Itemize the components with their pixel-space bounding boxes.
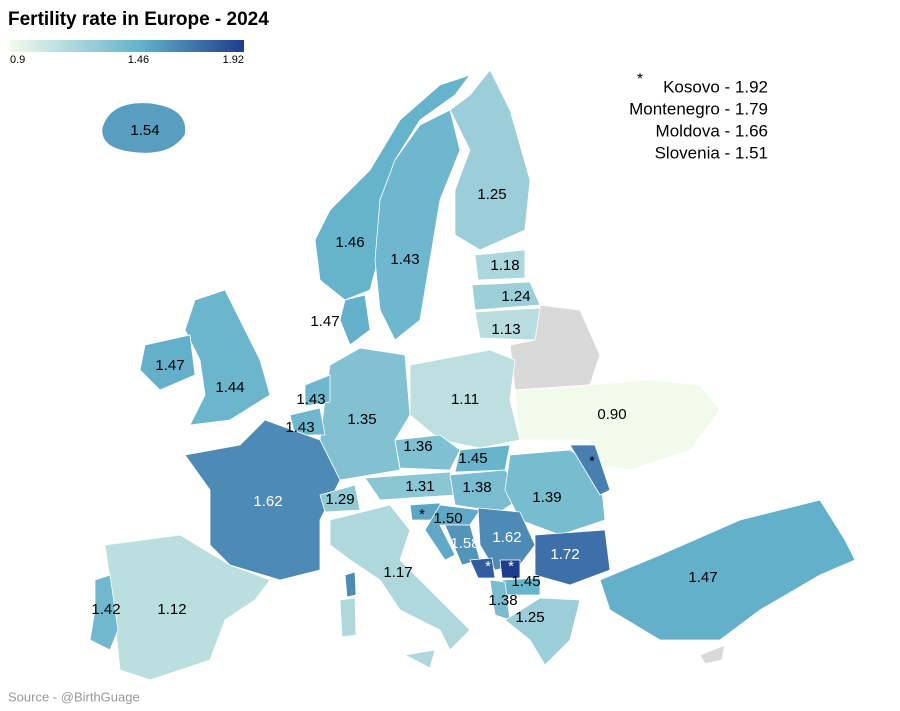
- country: [471, 281, 541, 311]
- country-label: 1.54: [130, 122, 159, 139]
- country-label: 1.45: [458, 450, 487, 467]
- country-label: 1.18: [490, 257, 519, 274]
- country-label: 1.46: [335, 234, 364, 251]
- country-label: 1.11: [451, 391, 479, 408]
- annotation: Moldova - 1.66: [656, 121, 768, 140]
- country-label: 1.58: [450, 535, 479, 552]
- country-label: 1.31: [405, 478, 434, 495]
- legend-tick-label: 0.9: [10, 54, 25, 66]
- country: [394, 434, 461, 471]
- country-label: 1.38: [462, 479, 491, 496]
- country-label: 1.47: [155, 357, 184, 374]
- legend-tick-label: 1.92: [223, 54, 244, 66]
- source: Source - @BirthGuage: [8, 689, 140, 704]
- country-label: 1.47: [310, 313, 339, 330]
- country: [599, 499, 856, 641]
- country: [499, 559, 521, 579]
- country: [569, 444, 611, 496]
- country-label: 1.38: [488, 592, 517, 609]
- country: [319, 484, 361, 513]
- country: [314, 74, 472, 301]
- country-label: 0.90: [597, 406, 626, 423]
- country-label: 1.24: [501, 288, 530, 305]
- country-label: *: [485, 558, 491, 575]
- legend-bar: [10, 40, 244, 52]
- country: [474, 307, 541, 341]
- title: Fertility rate in Europe - 2024: [8, 9, 269, 30]
- country-label: *: [508, 558, 514, 575]
- country-label: 1.62: [492, 529, 521, 546]
- country-label: 1.29: [325, 491, 354, 508]
- country-label: 1.43: [390, 251, 419, 268]
- country: [184, 419, 357, 598]
- country: [534, 529, 611, 586]
- country: [184, 289, 271, 426]
- country-label: 1.25: [515, 609, 544, 626]
- annotation: Slovenia - 1.51: [655, 143, 768, 162]
- country: [409, 349, 521, 449]
- country-label: 1.36: [403, 438, 432, 455]
- country: [374, 109, 461, 341]
- country: [289, 407, 326, 436]
- country-label: 1.13: [491, 321, 520, 338]
- country: [329, 504, 471, 669]
- country-label: 1.17: [383, 564, 412, 581]
- country-label: 1.72: [550, 546, 579, 563]
- no-data-region: [699, 644, 726, 665]
- country: [504, 597, 581, 666]
- country-label: 1.43: [285, 419, 314, 436]
- country: [139, 334, 196, 391]
- country-label: *: [589, 453, 595, 470]
- no-data: [509, 304, 726, 665]
- country: [469, 557, 496, 579]
- country-label: 1.35: [347, 411, 376, 428]
- country-label: 1.39: [532, 489, 561, 506]
- country-label: *: [419, 506, 425, 523]
- country-label: 1.44: [215, 379, 244, 396]
- country: [474, 249, 526, 281]
- country-label: 1.43: [296, 391, 325, 408]
- country-label: 1.62: [253, 493, 282, 510]
- country-label: 1.47: [688, 569, 717, 586]
- annotation-marker: *: [637, 71, 643, 88]
- country: [339, 294, 371, 346]
- country: [449, 69, 531, 251]
- country: [101, 102, 186, 154]
- country-label: 1.42: [91, 601, 120, 618]
- country-label: 1.25: [477, 186, 506, 203]
- country: [89, 574, 119, 651]
- country-label: 1.50: [433, 510, 462, 527]
- country: [304, 374, 331, 407]
- legend-tick-label: 1.46: [128, 54, 149, 66]
- annotation: Montenegro - 1.79: [629, 99, 768, 118]
- country-label: 1.45: [511, 573, 540, 590]
- country: [514, 379, 721, 471]
- country-label: 1.12: [157, 601, 186, 618]
- annotation: Kosovo - 1.92: [663, 77, 768, 96]
